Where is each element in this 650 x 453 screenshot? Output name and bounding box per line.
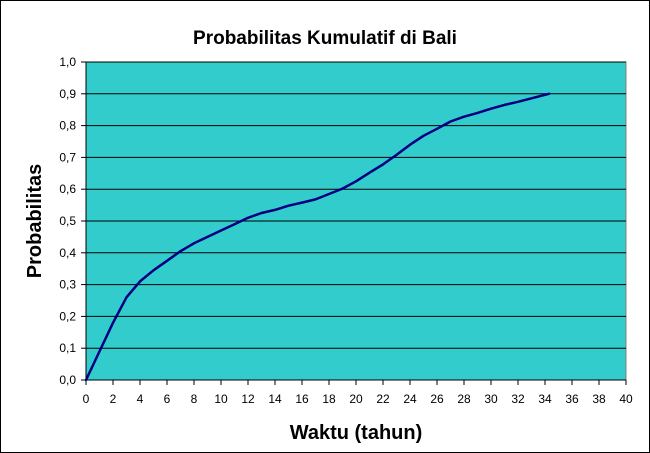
y-tick-label: 0,3 <box>59 278 76 292</box>
x-tick-label: 16 <box>295 392 309 406</box>
x-tick-label: 24 <box>403 392 417 406</box>
y-tick-label: 0,7 <box>59 150 76 164</box>
x-tick-label: 38 <box>592 392 606 406</box>
x-tick-label: 34 <box>538 392 552 406</box>
chart-title: Probabilitas Kumulatif di Bali <box>193 28 457 49</box>
x-tick-label: 36 <box>565 392 579 406</box>
series-layer <box>84 92 551 382</box>
x-tick-label: 4 <box>137 392 144 406</box>
y-tick-label: 1,0 <box>59 55 76 69</box>
y-tick-label: 0,2 <box>59 309 76 323</box>
x-tick-label: 40 <box>619 392 633 406</box>
y-axis-label: Probabilitas <box>24 164 46 278</box>
y-tick-label: 0,1 <box>59 341 76 355</box>
x-tick-label: 8 <box>191 392 198 406</box>
x-tick-label: 14 <box>268 392 282 406</box>
x-tick-label: 28 <box>457 392 471 406</box>
x-tick-label: 10 <box>214 392 228 406</box>
x-tick-label: 26 <box>430 392 444 406</box>
axes <box>81 61 627 385</box>
series-line <box>84 92 551 382</box>
grid-lines <box>86 61 626 349</box>
y-tick-label: 0,9 <box>59 87 76 101</box>
x-axis-label: Waktu (tahun) <box>290 422 423 444</box>
tick-labels: 0,00,10,20,30,40,50,60,70,80,91,00 2 4 6 8 10… <box>59 55 633 406</box>
x-tick-label: 30 <box>484 392 498 406</box>
y-tick-label: 0,0 <box>59 373 76 387</box>
y-tick-label: 0,5 <box>59 214 76 228</box>
y-tick-label: 0,6 <box>59 182 76 196</box>
x-tick-label: 20 <box>349 392 363 406</box>
y-tick-label: 0,8 <box>59 119 76 133</box>
x-tick-label: 6 <box>164 392 171 406</box>
x-tick-label: 32 <box>511 392 525 406</box>
x-tick-label: 12 <box>241 392 255 406</box>
x-tick-label: 2 <box>110 392 117 406</box>
y-tick-label: 0,4 <box>59 246 76 260</box>
x-tick-label: 0 <box>83 392 90 406</box>
x-tick-label: 18 <box>322 392 336 406</box>
x-tick-label: 22 <box>376 392 390 406</box>
